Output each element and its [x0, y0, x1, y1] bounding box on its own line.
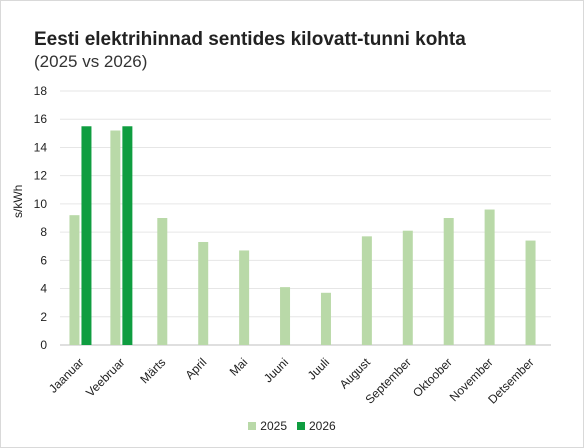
- y-tick-label: 0: [40, 338, 47, 352]
- chart-title: Eesti elektrihinnad sentides kilovatt-tu…: [34, 29, 466, 50]
- chart-legend: 2025 2026: [0, 419, 584, 433]
- x-tick-label: Mai: [227, 355, 251, 379]
- y-tick-label: 8: [40, 225, 47, 239]
- bar-2025-april: [198, 241, 209, 345]
- legend-label-2026: 2026: [309, 419, 336, 433]
- bar-2026-veebruar: [122, 126, 133, 346]
- y-tick-label: 4: [40, 282, 47, 296]
- x-tick-label: August: [337, 355, 374, 392]
- bar-2025-juuni: [280, 287, 291, 345]
- x-tick-label: Juuni: [261, 355, 291, 385]
- y-tick-label: 12: [34, 169, 48, 183]
- x-tick-label: Veebruar: [83, 355, 127, 399]
- y-tick-label: 16: [34, 112, 48, 126]
- y-tick-label: 18: [34, 84, 48, 98]
- bar-2025-oktoober: [443, 218, 454, 345]
- bar-2025-november: [484, 209, 495, 345]
- x-tick-label: Jaanuar: [46, 355, 87, 396]
- bar-2025-mai: [239, 250, 250, 345]
- legend-swatch-2025: [248, 422, 257, 430]
- y-tick-label: 10: [34, 197, 48, 211]
- bar-2025-veebruar: [110, 130, 121, 345]
- chart-subtitle: (2025 vs 2026): [34, 52, 148, 71]
- legend-swatch-2026: [297, 422, 305, 430]
- legend-label-2025: 2025: [260, 419, 287, 433]
- y-tick-label: 14: [34, 140, 48, 154]
- x-tick-label: April: [182, 355, 209, 382]
- y-tick-label: 2: [40, 310, 47, 324]
- x-tick-label: Märts: [137, 355, 168, 386]
- bar-2025-august: [361, 236, 372, 345]
- bar-2025-detsember: [525, 240, 536, 345]
- legend-item-2026: 2026: [297, 419, 336, 433]
- bar-2025-märts: [157, 218, 168, 345]
- bar-2025-september: [402, 230, 413, 345]
- y-tick-label: 6: [40, 253, 47, 267]
- bar-2025-juuli: [320, 292, 331, 345]
- bar-2026-jaanuar: [81, 126, 92, 346]
- legend-item-2025: 2025: [248, 419, 287, 433]
- bar-2025-jaanuar: [69, 215, 80, 345]
- x-tick-label: Juuli: [305, 355, 332, 382]
